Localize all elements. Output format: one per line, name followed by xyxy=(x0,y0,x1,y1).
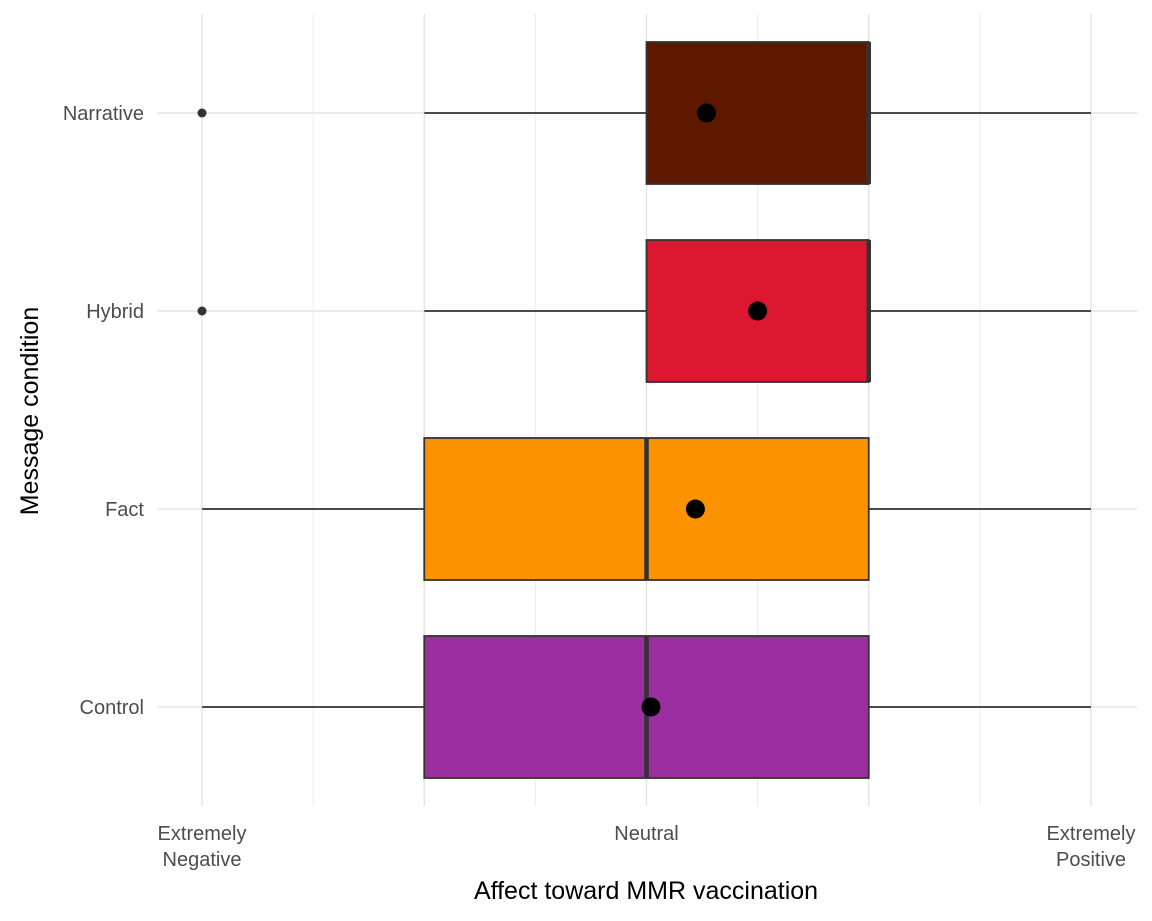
mean-point xyxy=(641,697,661,717)
x-tick-label: Neutral xyxy=(614,823,678,845)
y-tick-label: Control xyxy=(80,697,144,719)
y-tick-label: Hybrid xyxy=(86,301,144,323)
mean-point xyxy=(697,103,717,123)
y-tick-label: Narrative xyxy=(63,103,144,125)
y-axis-title: Message condition xyxy=(16,307,44,515)
y-tick-labels: Control Fact Hybrid Narrative xyxy=(63,103,145,719)
mean-point xyxy=(685,499,705,519)
x-tick-labels: Extremely Negative Neutral Extremely Positiv… xyxy=(158,823,1136,871)
outlier-point xyxy=(197,306,207,316)
boxes xyxy=(197,41,1091,779)
box-fact xyxy=(202,437,1091,581)
outlier-point xyxy=(197,108,207,118)
box-narrative xyxy=(197,41,1091,185)
iqr-box xyxy=(645,41,870,185)
mean-point xyxy=(748,301,768,321)
y-tick-label: Fact xyxy=(105,499,144,521)
x-tick-label: Extremely Positive xyxy=(1047,823,1136,871)
box-control xyxy=(202,635,1091,779)
x-axis-title: Affect toward MMR vaccination xyxy=(474,877,818,905)
box-hybrid xyxy=(197,239,1091,383)
x-tick-label: Extremely Negative xyxy=(158,823,247,871)
